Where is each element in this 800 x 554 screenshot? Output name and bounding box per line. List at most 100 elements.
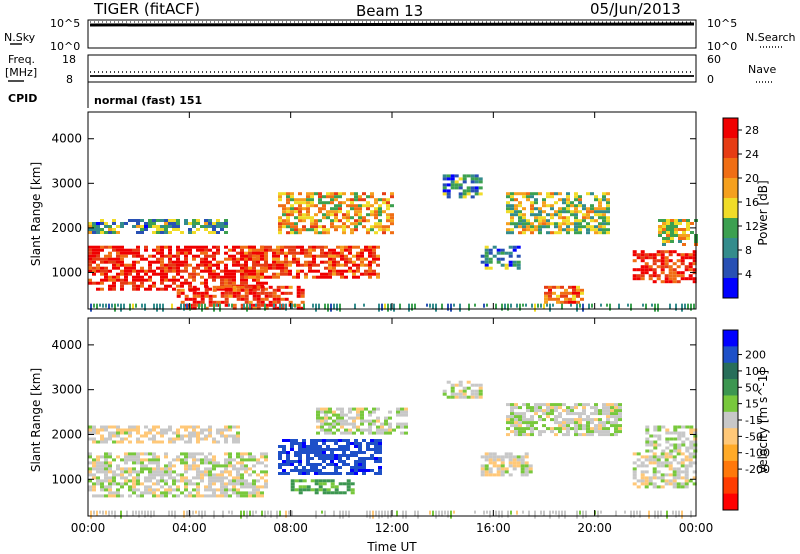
heatmap-cell — [264, 257, 268, 261]
heatmap-cell — [168, 222, 172, 225]
heatmap-cell — [324, 245, 328, 249]
heatmap-cell — [244, 291, 249, 295]
heatmap-cell — [645, 449, 650, 453]
heatmap-cell — [276, 260, 280, 264]
heatmap-cell — [92, 260, 96, 264]
heatmap-cell — [156, 467, 160, 471]
heatmap-cell — [92, 431, 96, 435]
heatmap-cell — [522, 222, 526, 226]
heatmap-cell — [632, 461, 637, 465]
heatmap-cell — [248, 285, 253, 289]
heatmap-cell — [358, 204, 362, 208]
heatmap-cell — [160, 272, 164, 276]
heatmap-cell — [189, 510, 191, 518]
heatmap-cell — [564, 291, 568, 295]
heatmap-cell — [188, 467, 192, 471]
heatmap-cell — [318, 451, 322, 454]
heatmap-cell — [294, 479, 299, 483]
heatmap-cell — [320, 272, 324, 276]
heatmap-cell — [518, 412, 522, 416]
heatmap-cell — [104, 461, 108, 465]
heatmap-cell — [582, 219, 586, 223]
heatmap-cell — [286, 219, 290, 223]
heatmap-cell — [645, 428, 650, 432]
heatmap-cell — [614, 406, 618, 410]
heatmap-cell — [378, 460, 382, 463]
heatmap-cell — [252, 248, 256, 252]
heatmap-cell — [286, 216, 290, 220]
heatmap-cell — [336, 254, 340, 258]
heatmap-cell — [148, 488, 152, 492]
heatmap-cell — [558, 412, 562, 416]
heatmap-cell — [326, 454, 330, 457]
heatmap-cell — [682, 237, 686, 240]
heatmap-cell — [370, 469, 374, 472]
heatmap-cell — [180, 281, 184, 285]
heatmap-cell — [302, 219, 306, 223]
heatmap-cell — [172, 287, 176, 291]
heatmap-cell — [306, 460, 310, 463]
heatmap-cell — [660, 265, 665, 269]
heatmap-cell — [606, 430, 610, 434]
heatmap-cell — [260, 491, 264, 495]
heatmap-cell — [136, 278, 140, 282]
heatmap-cell — [104, 425, 108, 429]
heatmap-cell — [676, 280, 681, 284]
heatmap-cell — [522, 303, 524, 307]
heatmap-cell — [582, 433, 586, 437]
heatmap-cell — [264, 482, 268, 486]
heatmap-cell — [512, 245, 517, 249]
heatmap-cell — [346, 454, 350, 457]
heatmap-cell — [144, 287, 148, 291]
heatmap-cell — [354, 445, 358, 448]
heatmap-cell — [314, 192, 318, 196]
heatmap-cell — [692, 277, 697, 281]
heatmap-cell — [334, 485, 339, 489]
heatmap-cell — [578, 421, 582, 425]
heatmap-cell — [578, 228, 582, 232]
heatmap-cell — [328, 416, 332, 420]
heatmap-cell — [382, 192, 386, 196]
heatmap-cell — [248, 467, 252, 471]
heatmap-cell — [364, 269, 368, 273]
heatmap-cell — [346, 219, 350, 223]
heatmap-cell — [156, 461, 160, 465]
heatmap-cell — [480, 467, 485, 471]
heatmap-cell — [174, 510, 176, 519]
heatmap-cell — [562, 201, 566, 205]
heatmap-cell — [364, 419, 368, 423]
heatmap-cell — [318, 469, 322, 472]
heatmap-cell — [318, 207, 322, 211]
heatmap-cell — [630, 510, 632, 518]
heatmap-cell — [296, 288, 301, 292]
colorbar-tick-label: 8 — [745, 244, 752, 257]
heatmap-cell — [550, 231, 554, 235]
heatmap-cell — [540, 510, 542, 515]
heatmap-cell — [640, 476, 645, 480]
heatmap-cell — [554, 415, 558, 419]
heatmap-cell — [484, 245, 489, 249]
heatmap-cell — [602, 433, 606, 437]
heatmap-cell — [578, 201, 582, 205]
heatmap-cell — [156, 231, 160, 234]
heatmap-cell — [140, 467, 144, 471]
heatmap-cell — [582, 207, 586, 211]
heatmap-cell — [298, 488, 303, 492]
heatmap-cell — [248, 288, 253, 292]
heatmap-cell — [236, 476, 240, 480]
heatmap-cell — [318, 201, 322, 205]
heatmap-cell — [204, 288, 209, 292]
heatmap-cell — [548, 288, 552, 292]
heatmap-cell — [318, 485, 323, 489]
heatmap-cell — [326, 491, 331, 495]
heatmap-cell — [220, 491, 224, 495]
heatmap-cell — [340, 254, 344, 258]
colorbar-tick-label: -50 — [745, 430, 763, 443]
heatmap-cell — [590, 412, 594, 416]
heatmap-cell — [578, 403, 582, 407]
heatmap-cell — [240, 461, 244, 465]
heatmap-cell — [116, 245, 120, 249]
heatmap-cell — [148, 263, 152, 267]
heatmap-cell — [220, 482, 224, 486]
